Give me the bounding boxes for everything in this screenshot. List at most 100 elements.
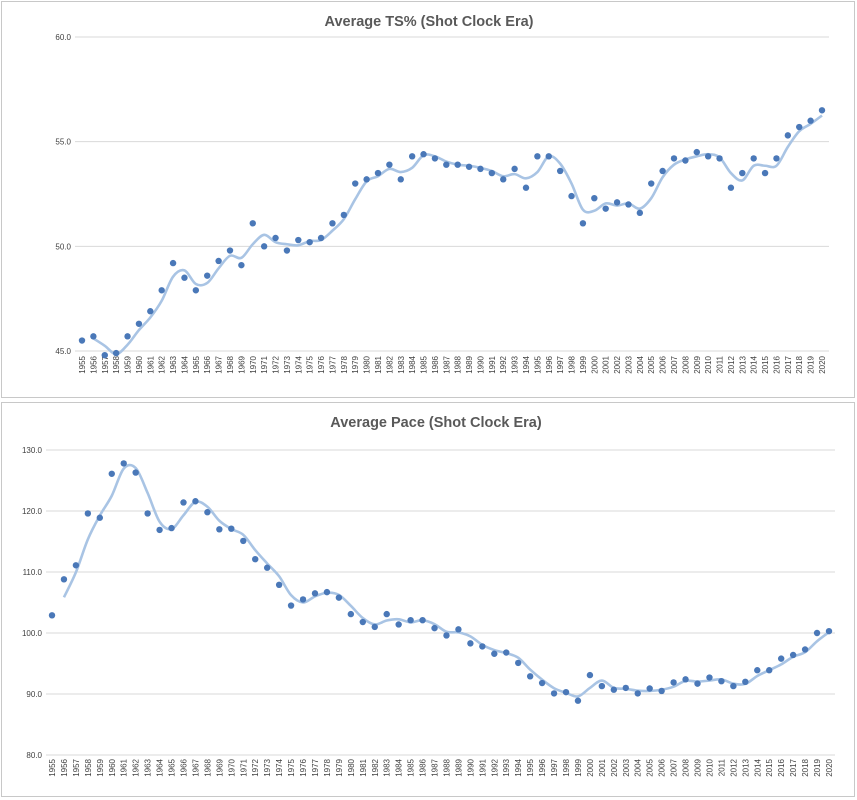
ts-data-point [169, 259, 177, 267]
ts-x-tick-label: 2006 [659, 355, 668, 373]
ts-data-point [522, 184, 530, 191]
ts-x-tick-label: 1978 [340, 355, 349, 373]
ts-data-point [591, 194, 598, 202]
ts-chart-title: Average TS% (Shot Clock Era) [325, 14, 534, 30]
pace-data-point [622, 684, 629, 692]
ts-data-point [613, 199, 621, 206]
pace-data-point [610, 686, 618, 693]
pace-data-point [168, 524, 175, 532]
pace-x-tick-label: 1966 [179, 758, 188, 776]
pace-x-tick-label: 1986 [419, 758, 428, 776]
pace-x-tick-label: 1957 [72, 758, 81, 776]
pace-x-tick-label: 1972 [251, 758, 260, 776]
pace-x-tick-label: 1980 [347, 758, 356, 776]
ts-x-tick-label: 2000 [590, 355, 599, 373]
pace-x-tick-label: 2009 [694, 758, 703, 776]
pace-x-tick-label: 1987 [431, 758, 440, 776]
pace-data-point [275, 581, 283, 589]
pace-x-tick-label: 1979 [335, 758, 344, 776]
pace-trendline [62, 463, 830, 698]
pace-data-point [204, 509, 211, 516]
pace-x-tick-label: 1962 [132, 758, 141, 776]
pace-chart-panel: Average Pace (Shot Clock Era) 80.0 90.0 10… [1, 402, 855, 797]
pace-data-point [718, 677, 725, 685]
pace-x-tick-label: 1974 [275, 758, 284, 776]
ts-data-point [465, 163, 473, 170]
ts-x-tick-label: 2002 [613, 355, 622, 373]
pace-data-point [455, 626, 462, 633]
ts-data-point [716, 155, 723, 162]
ts-chart-svg: Average TS% (Shot Clock Era) 45.0 50.0 55.… [55, 14, 829, 374]
ts-x-tick-label: 1960 [135, 355, 144, 373]
pace-data-point [538, 679, 546, 687]
pace-data-point [323, 588, 331, 596]
pace-x-tick-label: 1960 [108, 758, 117, 776]
ts-x-tick-label: 1991 [488, 355, 497, 373]
ts-x-tick-label: 2018 [795, 355, 804, 373]
pace-data-point [550, 690, 558, 697]
pace-x-tick-label: 1973 [263, 758, 272, 776]
pace-data-point [801, 646, 809, 653]
ts-x-tick-label: 2007 [670, 355, 679, 373]
pace-x-tick-label: 1978 [323, 758, 332, 776]
ts-data-point [488, 169, 496, 177]
pace-x-tick-label: 1982 [371, 758, 380, 776]
ts-x-tick-label: 1968 [226, 355, 235, 373]
ts-x-tick-label: 1967 [215, 355, 224, 373]
pace-data-point [694, 680, 701, 687]
ts-data-point [568, 192, 575, 200]
ts-x-tick-label: 1982 [385, 355, 394, 373]
pace-data-point [467, 640, 474, 647]
ts-data-point [443, 161, 450, 168]
pace-x-tick-label: 1969 [215, 758, 224, 776]
pace-data-point [72, 562, 80, 569]
pace-data-point [180, 499, 187, 506]
pace-data-point [526, 673, 534, 680]
ts-x-tick-label: 2010 [704, 355, 713, 373]
ts-data-point [260, 243, 268, 250]
pace-data-point [240, 537, 247, 545]
ts-x-tick-label: 2020 [818, 355, 827, 373]
ts-data-point [295, 236, 302, 244]
pace-x-tick-label: 1955 [48, 758, 57, 776]
ts-x-tick-label: 1962 [158, 355, 167, 373]
pace-data-point [395, 621, 402, 628]
pace-x-tick-label: 1958 [84, 758, 93, 776]
pace-data-point [144, 510, 151, 517]
pace-x-tick-label: 2017 [789, 758, 798, 776]
ts-data-point [124, 333, 131, 340]
ts-data-point [602, 205, 609, 212]
ts-x-tick-label: 2013 [738, 355, 747, 373]
ts-x-tick-label: 1974 [294, 355, 303, 373]
ts-data-point [112, 349, 120, 357]
ts-data-point [784, 132, 792, 139]
ts-trendline [92, 114, 823, 356]
ts-x-tick-label: 1990 [476, 355, 485, 373]
pace-x-tick-label: 1983 [383, 758, 392, 776]
ts-data-point [807, 117, 814, 124]
pace-data-point [598, 682, 606, 690]
pace-x-tick-label: 1998 [562, 758, 571, 776]
ts-data-point [238, 261, 245, 269]
ts-data-point [397, 176, 404, 183]
pace-data-point [311, 590, 319, 597]
ts-data-point [101, 351, 108, 359]
pace-data-point [287, 602, 295, 609]
ts-data-point [158, 287, 165, 294]
pace-data-point [383, 610, 390, 618]
pace-data-point [156, 526, 163, 534]
pace-x-tick-label: 1997 [550, 758, 559, 776]
pace-x-tick-label: 1968 [203, 758, 212, 776]
ts-data-point [545, 153, 552, 160]
pace-x-tick-label: 1984 [395, 758, 404, 776]
pace-x-tick-label: 1996 [538, 758, 547, 776]
pace-x-tick-label: 1956 [60, 758, 69, 776]
ts-y-tick-label: 50.0 [55, 242, 71, 251]
ts-x-tick-label: 1987 [442, 355, 451, 373]
pace-data-point [216, 526, 223, 533]
ts-data-point [352, 180, 359, 187]
pace-data-point [562, 688, 570, 696]
pace-data-point [825, 627, 833, 635]
ts-data-point [283, 247, 291, 254]
ts-x-tick-label: 1961 [146, 355, 155, 373]
